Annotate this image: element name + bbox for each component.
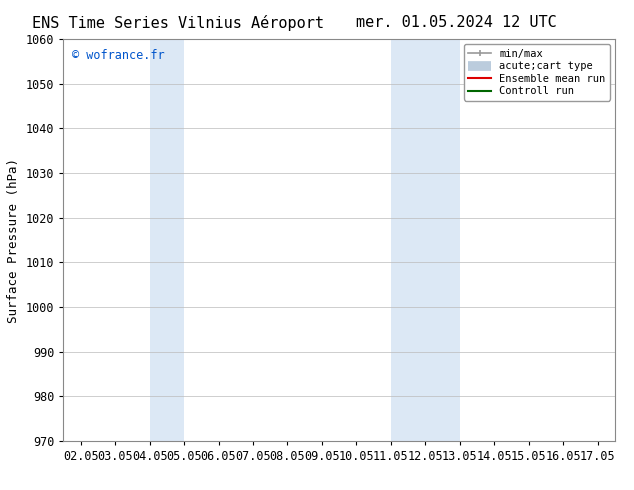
- Bar: [391, 39, 460, 441]
- Legend: min/max, acute;cart type, Ensemble mean run, Controll run: min/max, acute;cart type, Ensemble mean …: [464, 45, 610, 100]
- Text: ENS Time Series Vilnius Aéroport: ENS Time Series Vilnius Aéroport: [32, 15, 323, 31]
- Text: © wofrance.fr: © wofrance.fr: [72, 49, 164, 62]
- Bar: [150, 39, 184, 441]
- Text: mer. 01.05.2024 12 UTC: mer. 01.05.2024 12 UTC: [356, 15, 557, 30]
- Y-axis label: Surface Pressure (hPa): Surface Pressure (hPa): [8, 158, 20, 322]
